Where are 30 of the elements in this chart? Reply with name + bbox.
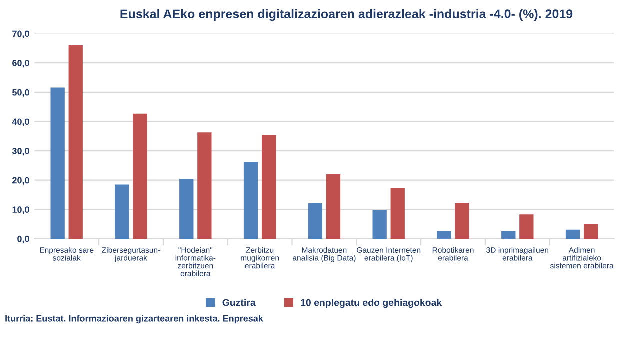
bar [520, 214, 534, 239]
chart-title: Euskal AEko enpresen digitalizazioaren adierazleak -industria -4.0- (%). 2019 [120, 9, 573, 22]
y-tick-label: 20,0 [12, 177, 30, 186]
bar [133, 114, 148, 239]
text: Iturria: Eustat. Informazioaren gizartearen inkesta. Enpresak [6, 315, 264, 324]
bar [390, 188, 405, 239]
y-tick-label: 60,0 [12, 60, 30, 68]
bar [198, 132, 212, 239]
bar [308, 204, 323, 239]
bar [326, 174, 341, 239]
bar [115, 184, 130, 239]
bar [502, 231, 516, 239]
bar [455, 204, 470, 239]
bar [437, 231, 452, 239]
bar [244, 162, 258, 239]
legend-label: Guztira [222, 299, 256, 306]
legend-label: 10 enplegatu edo gehiagokoak [301, 299, 442, 308]
y-tick-label: 50,0 [12, 89, 30, 98]
bar [566, 230, 580, 239]
bar [262, 135, 276, 239]
bar [372, 210, 387, 239]
bar [584, 224, 598, 239]
y-tick-label: 30,0 [12, 148, 30, 156]
bar [68, 46, 83, 239]
y-tick-label: 0,0 [18, 236, 30, 244]
y-tick-label: 40,0 [12, 118, 30, 126]
bar [50, 88, 65, 239]
bar [180, 179, 194, 239]
y-tick-label: 70,0 [12, 30, 30, 38]
y-tick-label: 10,0 [12, 206, 30, 214]
